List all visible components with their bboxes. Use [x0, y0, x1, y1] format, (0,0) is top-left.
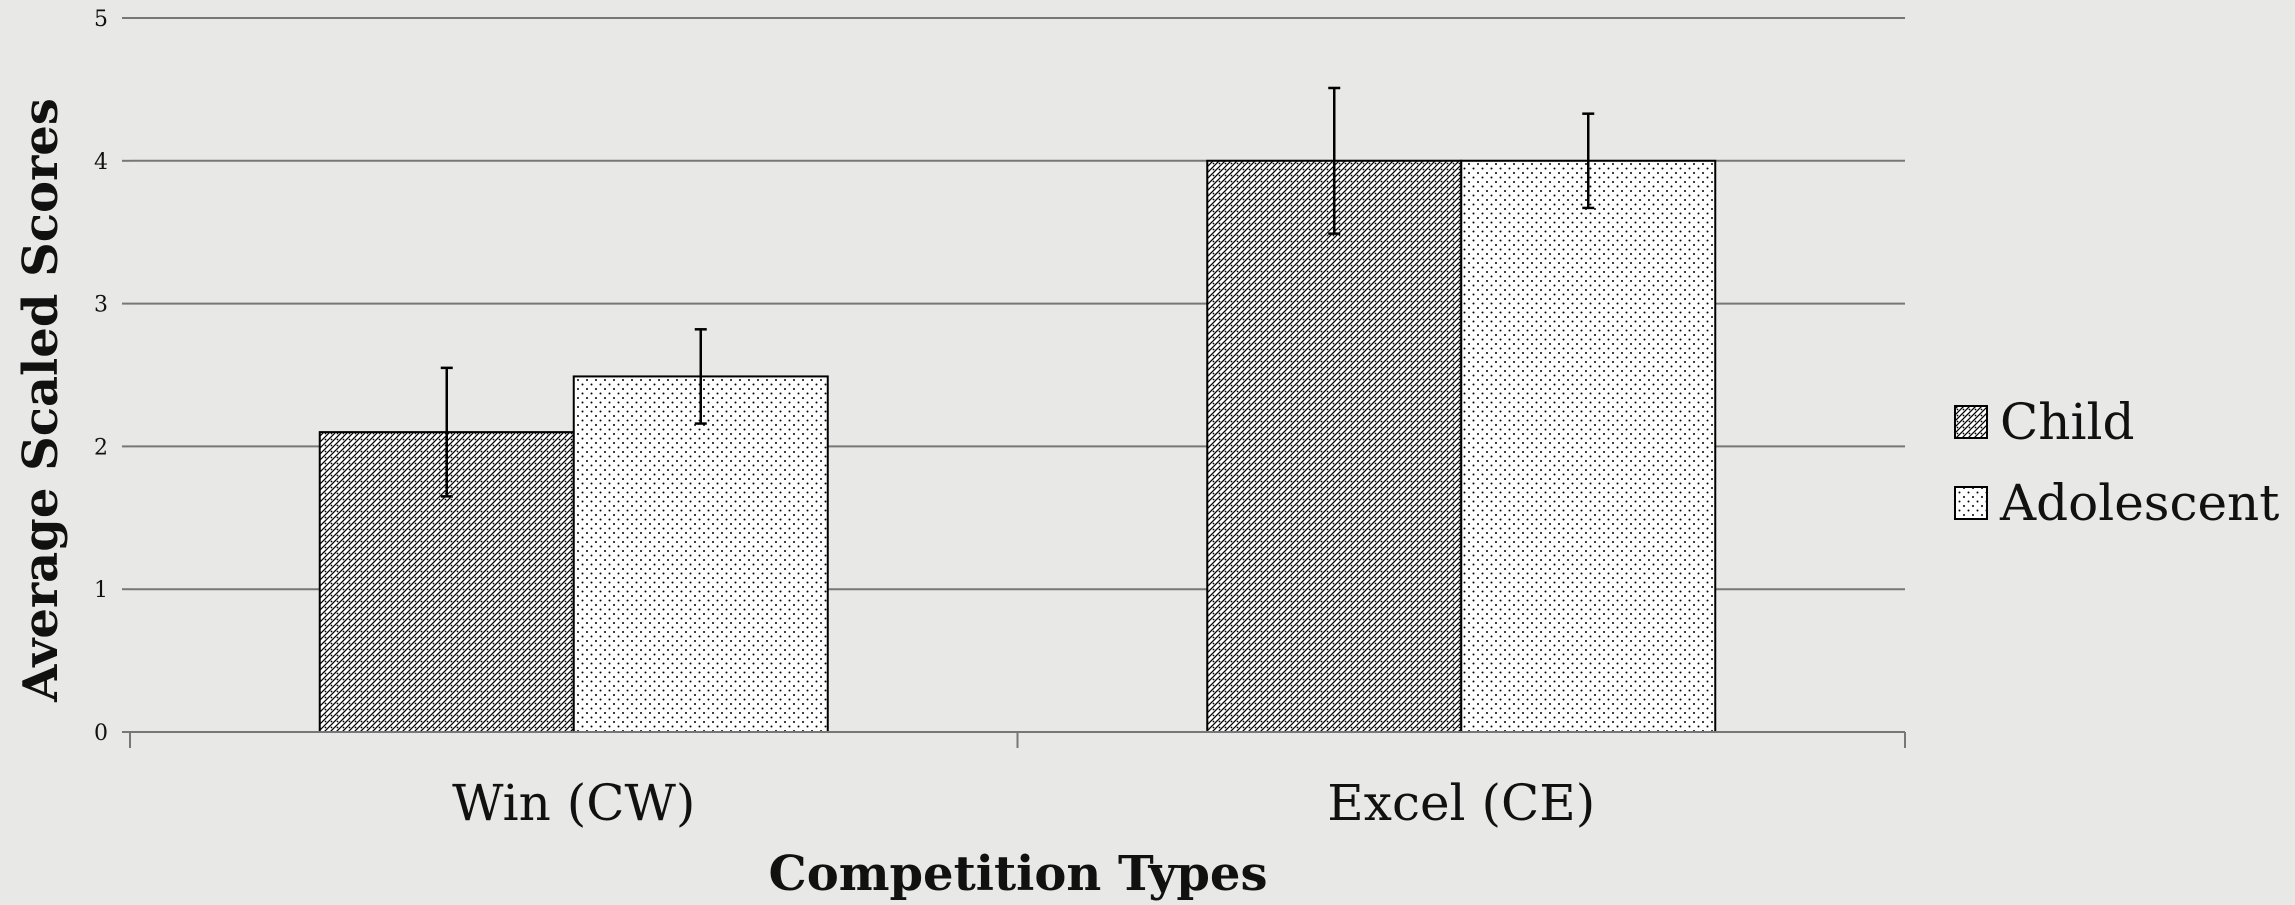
legend-label-child: Child: [2000, 393, 2134, 451]
error-bars: [440, 86, 1595, 498]
legend-swatch-child: [1954, 405, 1988, 439]
bar-adolescent-2: [1460, 159, 1717, 734]
x-category-label: Excel (CE): [1327, 774, 1595, 832]
bar-child-2: [1206, 159, 1463, 734]
y-tick-label: 3: [94, 293, 108, 318]
legend-label-adolescent: Adolescent: [1999, 474, 2279, 532]
y-tick-label: 0: [94, 721, 108, 746]
bars: [318, 159, 1717, 734]
legend: Child Adolescent: [1954, 393, 2279, 532]
y-tick-label: 4: [94, 150, 108, 175]
y-axis-ticks: 0 1 2 3 4 5: [94, 7, 130, 746]
x-axis-title: Competition Types: [768, 846, 1267, 902]
bar-adolescent-1: [572, 375, 829, 733]
x-axis-ticks: [129, 732, 1906, 748]
x-category-label: Win (CW): [452, 774, 695, 832]
y-tick-label: 1: [94, 578, 108, 603]
y-tick-label: 2: [94, 435, 108, 460]
y-axis-title: Average Scaled Scores: [13, 98, 69, 703]
y-tick-label: 5: [94, 7, 108, 32]
x-axis-category-labels: Win (CW) Excel (CE): [452, 774, 1595, 832]
legend-swatch-adolescent: [1954, 486, 1988, 520]
